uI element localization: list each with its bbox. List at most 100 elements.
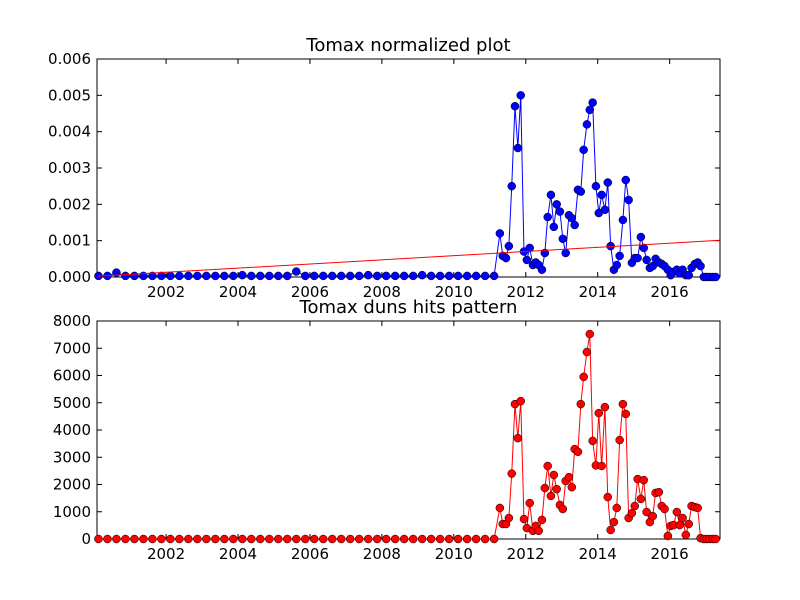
data-point: [636, 232, 646, 242]
y-tick-label: 0: [81, 530, 91, 548]
data-point: [202, 534, 211, 544]
data-point: [504, 513, 514, 523]
x-tick-label: 2012: [507, 283, 545, 301]
data-point: [336, 534, 346, 544]
data-point: [354, 534, 364, 544]
data-point: [148, 534, 157, 544]
data-point: [540, 483, 550, 493]
x-tick-label: 2004: [219, 545, 257, 563]
data-point: [684, 270, 693, 280]
data-point: [175, 271, 184, 281]
data-point: [444, 534, 454, 544]
data-point: [408, 534, 418, 544]
data-point: [345, 534, 355, 544]
data-point: [381, 271, 391, 281]
data-point: [495, 229, 505, 238]
x-tick-label: 2016: [651, 545, 689, 563]
trend-line: [96, 239, 721, 277]
x-tick-label: 2002: [147, 283, 185, 301]
data-point: [627, 508, 637, 518]
data-point: [564, 472, 574, 482]
data-point: [558, 234, 568, 244]
data-point: [507, 181, 516, 191]
y-tick-label: 5000: [53, 394, 91, 412]
data-point: [453, 271, 463, 281]
data-point: [175, 534, 184, 544]
data-point: [582, 120, 592, 129]
y-tick-label: 1000: [53, 503, 91, 521]
data-point: [582, 347, 592, 357]
data-point: [354, 271, 364, 281]
data-point: [256, 534, 265, 544]
data-point: [139, 534, 148, 544]
data-point: [247, 271, 256, 281]
x-tick-label: 2014: [579, 545, 617, 563]
data-point: [549, 470, 559, 480]
data-point: [630, 501, 640, 511]
data-point: [621, 175, 631, 185]
data-point: [639, 475, 648, 485]
data-point: [579, 372, 588, 382]
data-point: [363, 534, 373, 544]
data-point: [597, 461, 606, 471]
data-point: [462, 534, 472, 544]
data-point: [552, 200, 561, 209]
y-tick-label: 7000: [53, 339, 91, 357]
data-point: [573, 447, 583, 457]
data-point: [525, 498, 534, 508]
data-point: [265, 271, 274, 281]
data-point: [247, 534, 256, 544]
data-point: [211, 271, 220, 281]
data-point: [558, 504, 568, 514]
plot-area: [96, 58, 721, 278]
data-point: [130, 271, 139, 281]
data-point: [301, 534, 310, 544]
data-point: [684, 519, 693, 529]
data-point: [576, 399, 586, 409]
x-tick-label: 2012: [507, 545, 545, 563]
data-point: [426, 534, 436, 544]
data-point: [642, 507, 651, 517]
y-tick-label: 8000: [53, 312, 91, 330]
data-point: [417, 534, 427, 544]
data-point: [310, 534, 319, 544]
data-point: [184, 534, 193, 544]
data-point: [609, 517, 619, 527]
data-point: [193, 271, 202, 281]
data-point: [561, 248, 570, 258]
data-point: [238, 270, 247, 280]
data-point: [654, 487, 664, 497]
data-point: [513, 433, 523, 443]
data-point: [166, 534, 175, 544]
data-point: [594, 408, 604, 418]
chart-title: Tomax normalized plot: [305, 35, 510, 56]
data-point: [327, 271, 337, 281]
data-point: [618, 215, 628, 225]
data-point: [301, 271, 310, 281]
data-point: [672, 507, 682, 517]
data-point: [696, 261, 705, 271]
plot-area: [96, 320, 721, 540]
data-point: [711, 272, 720, 282]
data-point: [471, 534, 481, 544]
data-point: [372, 271, 382, 281]
data-point: [579, 145, 588, 155]
data-point: [310, 271, 319, 281]
data-point: [648, 511, 657, 521]
data-point: [549, 222, 559, 232]
y-tick-label: 0.004: [48, 123, 91, 141]
y-tick-label: 6000: [53, 367, 91, 385]
data-point: [546, 190, 556, 200]
x-tick-label: 2008: [363, 545, 401, 563]
data-point: [681, 530, 691, 540]
data-point: [570, 220, 579, 230]
x-tick-label: 2004: [219, 283, 257, 301]
data-point: [121, 271, 130, 281]
data-point: [202, 271, 211, 281]
y-tick-label: 0.001: [48, 232, 91, 250]
data-point: [444, 271, 454, 281]
data-point: [588, 436, 597, 446]
data-point: [480, 271, 490, 281]
chart-title: Tomax duns hits pattern: [299, 297, 518, 318]
data-point: [537, 515, 547, 525]
